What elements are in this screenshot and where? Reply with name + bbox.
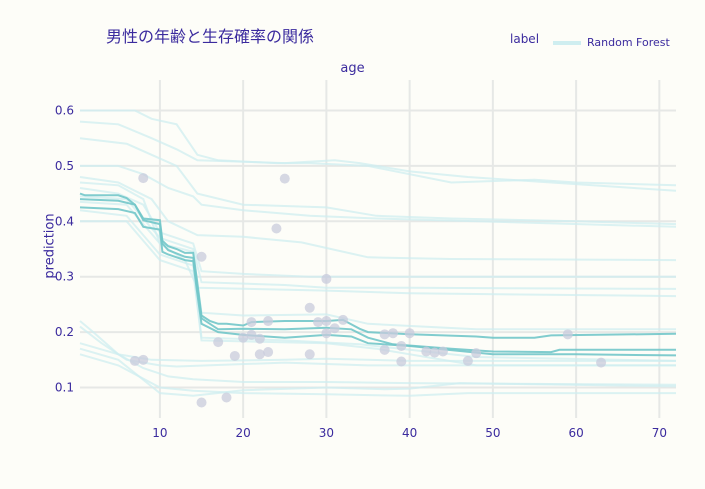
data-point[interactable] <box>196 397 207 408</box>
data-point[interactable] <box>396 356 407 367</box>
ice-curve <box>79 209 677 362</box>
x-axis-title: age <box>340 61 365 76</box>
data-point[interactable] <box>304 349 315 360</box>
y-tick-label: 0.2 <box>55 325 74 339</box>
data-point[interactable] <box>271 223 282 234</box>
x-tick-label: 70 <box>652 426 667 440</box>
data-point[interactable] <box>404 328 415 339</box>
data-point[interactable] <box>471 348 482 359</box>
data-point[interactable] <box>321 316 332 327</box>
data-point[interactable] <box>321 328 332 339</box>
ice-curve <box>79 176 677 262</box>
legend-item-random-forest[interactable]: Random Forest <box>553 36 670 49</box>
data-point[interactable] <box>263 347 274 358</box>
data-point[interactable] <box>304 302 315 313</box>
x-tick-label: 20 <box>236 426 251 440</box>
x-tick-labels: 10 20 30 40 50 60 70 <box>152 426 667 440</box>
x-tick-label: 50 <box>485 426 500 440</box>
data-point[interactable] <box>562 329 573 340</box>
data-point[interactable] <box>437 346 448 357</box>
pdp-curve <box>79 198 676 354</box>
data-point[interactable] <box>221 392 232 403</box>
data-point[interactable] <box>462 355 473 366</box>
ice-curve <box>80 164 677 228</box>
data-point[interactable] <box>313 317 324 328</box>
data-point[interactable] <box>196 251 207 262</box>
y-tick-labels: 0.1 0.2 0.3 0.4 0.5 0.6 <box>55 103 74 394</box>
data-point[interactable] <box>263 316 274 327</box>
ice-curve <box>79 325 676 368</box>
data-point[interactable] <box>429 347 440 358</box>
ice-curve <box>79 342 677 386</box>
data-point[interactable] <box>596 357 607 368</box>
data-point[interactable] <box>213 337 224 348</box>
ice-curve <box>79 195 677 290</box>
data-point[interactable] <box>321 273 332 284</box>
legend-title: label <box>510 32 540 46</box>
y-tick-label: 0.4 <box>55 214 74 228</box>
legend-label: Random Forest <box>587 36 670 49</box>
data-point[interactable] <box>246 329 257 340</box>
data-point[interactable] <box>229 350 240 361</box>
ice-curve <box>79 200 677 298</box>
pdp-curve <box>79 206 677 357</box>
data-point[interactable] <box>129 355 140 366</box>
y-tick-label: 0.1 <box>55 381 74 395</box>
ice-curves <box>79 109 677 397</box>
ice-curve <box>80 220 676 367</box>
x-tick-label: 30 <box>319 426 334 440</box>
data-points <box>129 173 607 408</box>
data-point[interactable] <box>387 328 398 339</box>
data-point[interactable] <box>246 317 257 328</box>
data-point[interactable] <box>396 340 407 351</box>
data-point[interactable] <box>379 329 390 340</box>
data-point[interactable] <box>254 349 265 360</box>
chart-title: 男性の年齢と生存確率の関係 <box>106 27 315 46</box>
ice-curve <box>79 120 677 192</box>
ice-curve <box>79 353 676 397</box>
data-point[interactable] <box>338 314 349 325</box>
data-point[interactable] <box>279 173 290 184</box>
data-point[interactable] <box>238 332 249 343</box>
data-point[interactable] <box>421 346 432 357</box>
y-tick-label: 0.6 <box>55 103 74 117</box>
ice-curve <box>80 109 677 187</box>
legend-swatch <box>553 40 581 45</box>
data-point[interactable] <box>329 323 340 334</box>
data-point[interactable] <box>254 333 265 344</box>
data-point[interactable] <box>379 344 390 355</box>
x-tick-label: 40 <box>402 426 417 440</box>
y-tick-label: 0.3 <box>55 270 74 284</box>
ice-curve <box>79 320 676 362</box>
y-tick-label: 0.5 <box>55 159 74 173</box>
x-tick-label: 60 <box>568 426 583 440</box>
ice-curve <box>79 137 677 226</box>
y-axis-title: prediction <box>42 213 58 279</box>
data-point[interactable] <box>138 354 149 365</box>
x-tick-label: 10 <box>152 426 167 440</box>
data-point[interactable] <box>138 173 149 184</box>
